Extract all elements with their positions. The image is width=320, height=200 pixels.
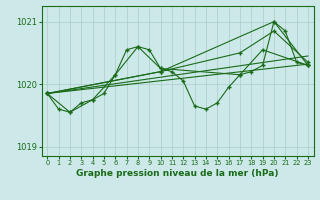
X-axis label: Graphe pression niveau de la mer (hPa): Graphe pression niveau de la mer (hPa) (76, 169, 279, 178)
